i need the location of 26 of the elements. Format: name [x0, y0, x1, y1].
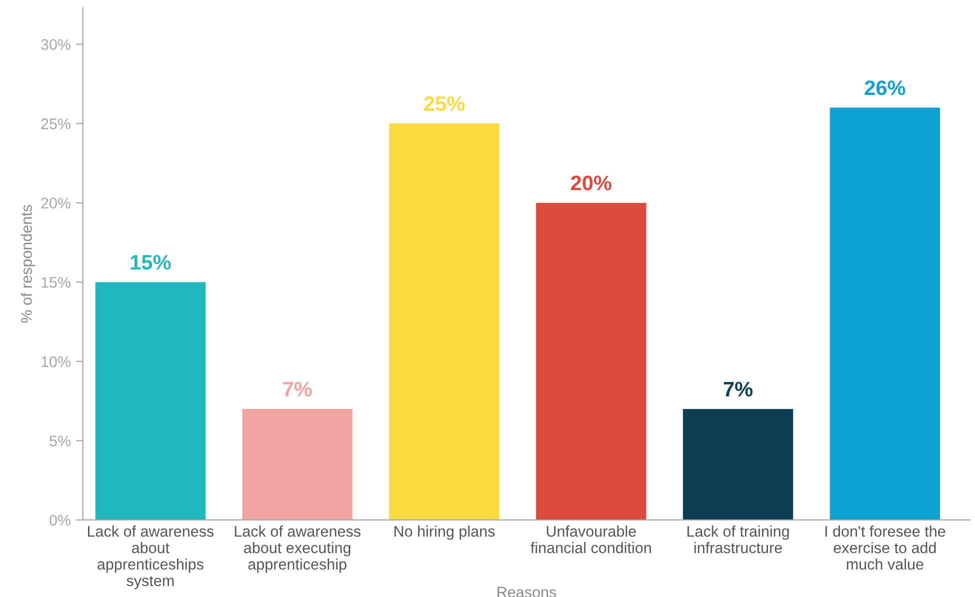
- data-label: 7%: [724, 382, 753, 396]
- y-tick-label: 0%: [50, 514, 71, 526]
- data-label: 20%: [571, 176, 612, 190]
- data-label: 26%: [864, 80, 906, 96]
- y-tick-label: 25%: [41, 118, 71, 130]
- bar: [682, 408, 794, 520]
- y-tick-label: 30%: [41, 39, 71, 50]
- data-label: 7%: [283, 382, 312, 396]
- y-axis-title: % of respondents: [20, 204, 35, 323]
- bar: [536, 202, 646, 520]
- y-tick-label: 5%: [50, 436, 71, 446]
- bar: [389, 124, 500, 520]
- bar: [95, 282, 206, 520]
- y-tick-label: 20%: [41, 198, 71, 209]
- bar: [242, 408, 352, 520]
- y-tick-label: 15%: [42, 277, 71, 288]
- x-tick-label: Lack of training infrastructure: [687, 526, 789, 554]
- x-tick-label: No hiring plans: [394, 526, 495, 540]
- x-tick-label: Unfavourable financial condition: [530, 526, 651, 554]
- x-tick-label: I don't foresee the exercise to add much value: [825, 526, 946, 570]
- x-tick-label: Lack of awareness about apprenticeships system: [88, 526, 214, 590]
- x-tick-label: Lack of awareness about executing apprenticeship: [234, 526, 360, 573]
- bar: [830, 108, 940, 520]
- data-label: 25%: [424, 96, 465, 112]
- data-label: 15%: [130, 254, 171, 270]
- y-tick-label: 10%: [42, 356, 71, 368]
